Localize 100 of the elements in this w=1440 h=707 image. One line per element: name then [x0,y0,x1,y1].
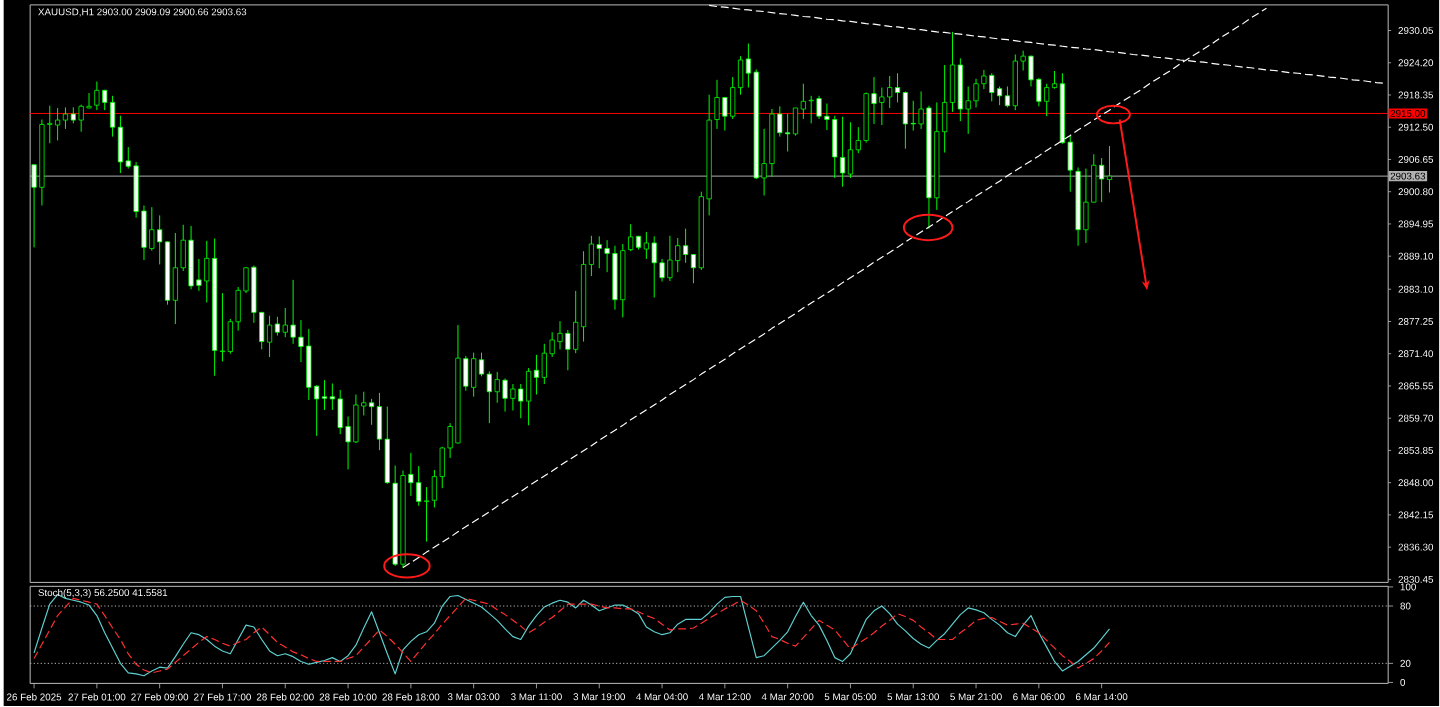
y-tick-label: 2859.70 [1398,414,1434,422]
x-tick-label: 6 Mar 06:00 [1013,693,1065,701]
candlestick [266,315,273,358]
candlestick [486,370,492,424]
candlestick [518,383,524,419]
candlestick [290,279,296,345]
candlestick [298,319,304,363]
candlestick [510,383,516,411]
candlestick [628,223,634,252]
chart-title: XAUUSD,H1 2903.00 2909.09 2900.66 2903.63 [38,8,247,17]
y-tick-label: 2912.50 [1398,123,1434,131]
candlestick [345,416,351,470]
candlestick [55,107,61,141]
candlestick [989,72,995,102]
candlestick [1099,157,1105,203]
candlestick [651,235,657,298]
candlestick [596,235,602,269]
candlestick [447,422,453,459]
x-tick-label: 26 Feb 2025 [7,693,62,701]
candlestick [94,81,100,111]
candlestick [840,116,846,188]
y-tick-label: 0 [1400,678,1406,686]
candlestick [78,104,84,133]
x-tick-label: 28 Feb 10:00 [319,693,377,701]
candlestick [643,231,649,260]
candlestick [1028,55,1034,87]
candlestick [31,164,37,248]
y-tick-label: 2889.10 [1398,252,1434,260]
candlestick [722,96,728,132]
candlestick [416,465,422,507]
candlestick [62,106,69,130]
candlestick [910,100,916,132]
x-tick-label: 4 Mar 20:00 [761,693,814,701]
candlestick [361,391,367,416]
candlestick [219,292,226,362]
y-tick-label: 2853.85 [1398,446,1434,454]
candlestick [918,90,924,130]
x-tick-label: 5 Mar 21:00 [950,693,1002,701]
candlestick [973,78,979,108]
candlestick [369,398,375,426]
candlestick [808,95,814,124]
candlestick [965,85,971,135]
y-tick-label: 2924.20 [1398,59,1434,67]
candlestick [690,253,697,284]
y-tick-label: 2842.15 [1398,511,1434,519]
candlestick [745,42,751,89]
candlestick [478,352,485,377]
candlestick [149,206,155,252]
candlestick [533,354,540,395]
candlestick [557,320,563,350]
candlestick [714,79,720,130]
y-tick-label: 2836.30 [1398,543,1434,551]
x-tick-label: 5 Mar 13:00 [887,693,940,701]
candlestick [1036,77,1042,107]
y-tick-label: 2883.10 [1398,285,1434,293]
candlestick [683,228,689,264]
candlestick [588,235,594,277]
candlestick [659,258,665,283]
candlestick [314,384,320,437]
y-tick-label: 2894.95 [1398,220,1434,228]
y-tick-label: 2830.45 [1398,575,1434,583]
candlestick [431,469,437,508]
candlestick [86,92,92,109]
y-tick-label: 100 [1400,583,1416,591]
candlestick [785,113,791,152]
candlestick [282,307,288,338]
x-tick-label: 4 Mar 12:00 [698,693,751,701]
y-tick-label: 2865.55 [1398,382,1434,390]
ref-line-label: 2915.00 [1390,109,1426,117]
candlestick [157,214,163,265]
chart-title: Stoch(5,3,3) 56.2500 41.5581 [38,588,168,599]
candlestick [47,105,53,144]
candlestick [243,266,249,294]
y-tick-label: 20 [1400,659,1411,667]
candlestick [777,105,783,138]
x-tick-label: 5 Mar 05:00 [824,693,877,701]
candlestick [675,237,681,273]
x-tick-label: 3 Mar 19:00 [573,693,626,701]
y-tick-label: 2871.40 [1398,350,1434,358]
candlestick [125,146,131,170]
candlestick [494,371,500,404]
candlestick [800,83,806,120]
candlestick [997,85,1003,106]
candlestick [1106,145,1113,193]
y-tick-label: 2900.80 [1398,188,1434,196]
candlestick [816,95,822,120]
candlestick [871,76,877,125]
candlestick [604,239,610,273]
candlestick [894,72,901,103]
candlestick [855,126,861,154]
y-tick-label: 2848.00 [1398,479,1434,487]
y-tick-label: 2877.25 [1398,318,1434,325]
ref-line-label: 2903.63 [1390,172,1426,180]
candlestick [196,258,202,292]
x-tick-label: 27 Feb 01:00 [68,693,126,701]
candlestick [329,382,335,411]
candlestick [879,87,885,126]
x-tick-label: 27 Feb 17:00 [194,693,251,701]
candlestick [667,235,673,282]
candlestick [1044,83,1050,117]
